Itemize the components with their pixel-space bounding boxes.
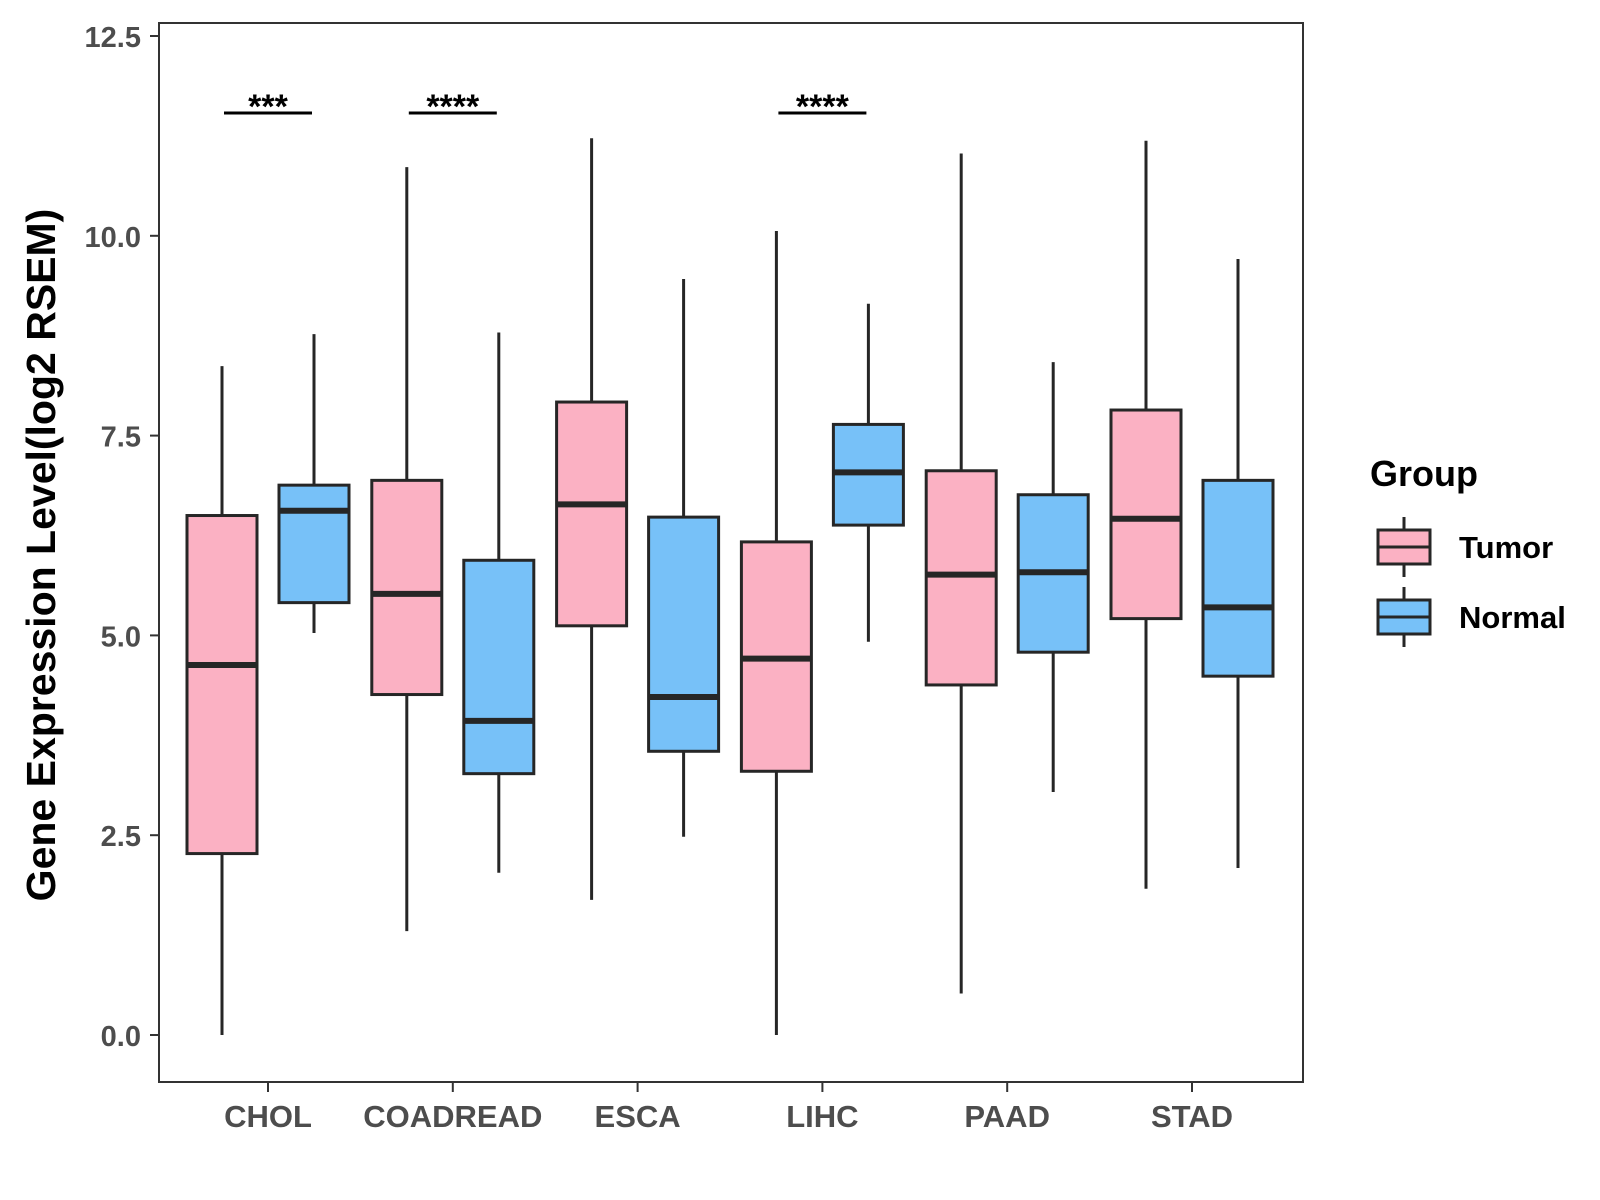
x-axis: CHOL COADREAD ESCA LIHC PAAD STAD (224, 1082, 1233, 1134)
x-tick-label: PAAD (964, 1099, 1050, 1134)
box-normal-paad (1016, 362, 1090, 793)
x-tick-label: ESCA (595, 1099, 681, 1134)
box-iqr (924, 469, 998, 687)
significance-label: **** (796, 88, 850, 126)
box-tumor-lihc (739, 231, 813, 1035)
x-tick-label: STAD (1151, 1099, 1233, 1134)
significance-label: *** (248, 88, 288, 126)
box-iqr (462, 558, 536, 776)
legend-item-normal: Normal (1376, 587, 1566, 647)
box-iqr (555, 400, 629, 628)
box-normal-chol (277, 334, 351, 634)
x-tick-label: COADREAD (363, 1099, 542, 1134)
box-iqr (185, 514, 259, 856)
box-normal-stad (1201, 258, 1275, 868)
box-tumor-chol (185, 366, 259, 1035)
legend: Group Tumor Normal (1370, 453, 1566, 647)
chart-marks (185, 138, 1275, 1035)
x-tick-label: LIHC (786, 1099, 858, 1134)
box-tumor-esca (555, 138, 629, 900)
box-iqr (647, 515, 721, 753)
legend-label: Normal (1459, 600, 1566, 635)
legend-title: Group (1370, 453, 1478, 494)
y-tick-label: 0.0 (101, 1021, 141, 1053)
y-axis-title: Gene Expression Level(log2 RSEM) (18, 209, 64, 902)
x-tick-label: CHOL (224, 1099, 312, 1134)
y-tick-label: 7.5 (101, 422, 141, 454)
y-axis: 0.0 2.5 5.0 7.5 10.0 12.5 (85, 22, 159, 1053)
y-tick-label: 12.5 (85, 22, 141, 54)
box-iqr (277, 483, 351, 605)
box-iqr (1109, 408, 1183, 621)
box-normal-coadread (462, 332, 536, 873)
box-tumor-paad (924, 153, 998, 994)
y-tick-label: 5.0 (101, 621, 141, 653)
significance-label: **** (426, 88, 480, 126)
legend-label: Tumor (1459, 530, 1553, 565)
box-iqr (370, 478, 444, 697)
box-tumor-coadread (370, 167, 444, 932)
box-iqr (1201, 478, 1275, 678)
y-tick-label: 2.5 (101, 821, 141, 853)
legend-item-tumor: Tumor (1376, 517, 1553, 577)
significance-annotations: *** **** **** (224, 88, 867, 126)
y-tick-label: 10.0 (85, 222, 141, 254)
box-normal-esca (647, 278, 721, 837)
plot-panel-border (158, 22, 1304, 1083)
box-tumor-stad (1109, 140, 1183, 889)
box-normal-lihc (831, 303, 905, 642)
